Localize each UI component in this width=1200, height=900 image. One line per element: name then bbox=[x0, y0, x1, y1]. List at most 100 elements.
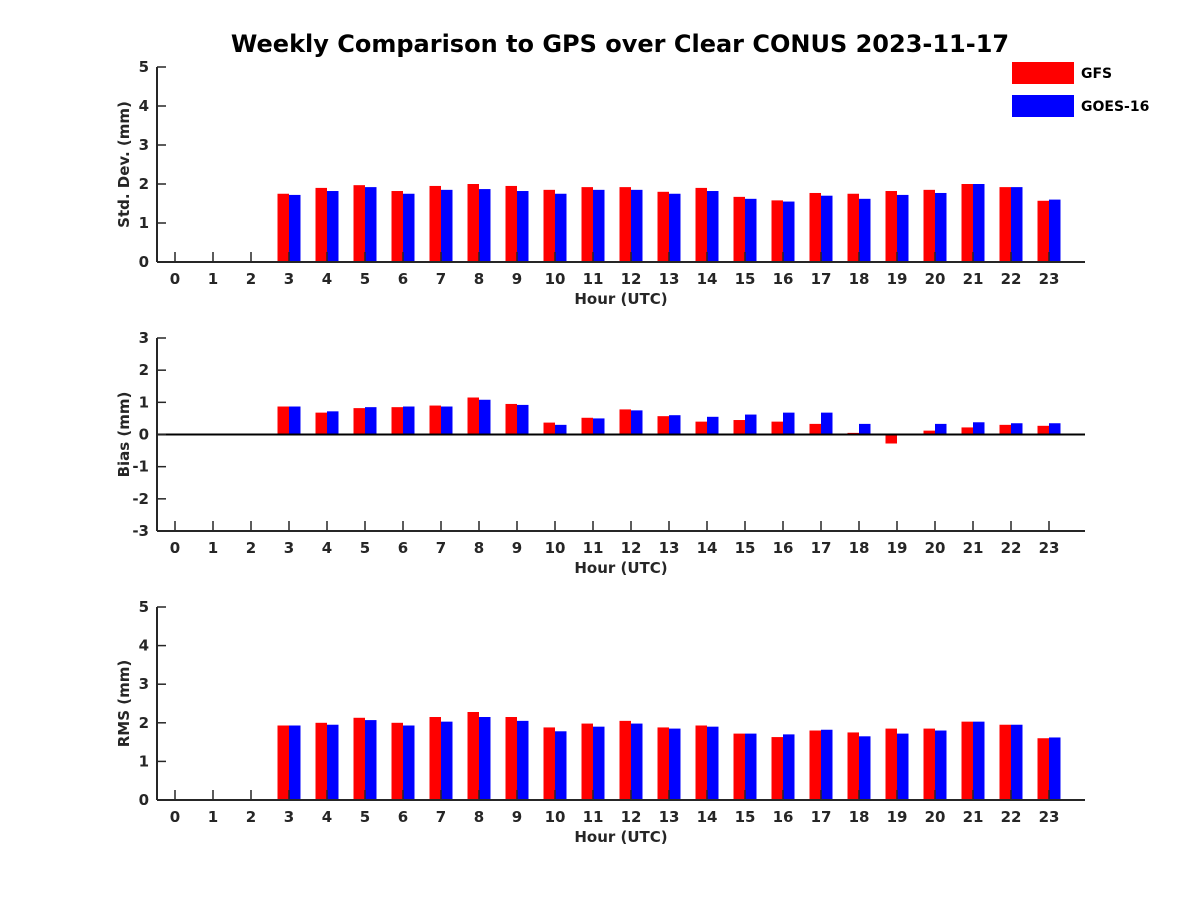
chart-title: Weekly Comparison to GPS over Clear CONU… bbox=[230, 30, 1010, 58]
bar-goes-16-9 bbox=[517, 191, 529, 262]
bar-goes-16-23 bbox=[1049, 737, 1061, 800]
bar-gfs-12 bbox=[619, 720, 631, 800]
x-tick-label: 4 bbox=[322, 808, 332, 826]
x-tick-label: 5 bbox=[360, 270, 370, 288]
bar-gfs-21 bbox=[961, 184, 973, 262]
bar-goes-16-9 bbox=[517, 720, 529, 800]
bar-goes-16-18 bbox=[859, 423, 871, 435]
bar-goes-16-7 bbox=[441, 721, 453, 800]
y-tick-label: -2 bbox=[132, 490, 149, 508]
bar-goes-16-16 bbox=[783, 412, 795, 435]
x-tick-label: 15 bbox=[735, 808, 756, 826]
bar-gfs-22 bbox=[999, 424, 1011, 435]
x-tick-label: 20 bbox=[925, 808, 946, 826]
x-axis-label: Hour (UTC) bbox=[574, 290, 667, 308]
x-tick-label: 12 bbox=[621, 808, 642, 826]
x-tick-label: 10 bbox=[545, 270, 566, 288]
bar-gfs-17 bbox=[809, 423, 821, 435]
x-tick-label: 16 bbox=[773, 808, 794, 826]
y-tick-label: 5 bbox=[139, 58, 149, 76]
bar-goes-16-17 bbox=[821, 729, 833, 800]
y-tick-label: 0 bbox=[139, 791, 149, 809]
x-tick-label: 14 bbox=[697, 808, 718, 826]
bar-gfs-15 bbox=[733, 420, 745, 435]
bar-gfs-13 bbox=[657, 727, 669, 800]
x-tick-label: 22 bbox=[1001, 270, 1022, 288]
bar-gfs-8 bbox=[467, 397, 479, 435]
x-tick-label: 8 bbox=[474, 539, 484, 557]
bar-gfs-5 bbox=[353, 408, 365, 435]
bar-goes-16-11 bbox=[593, 726, 605, 800]
bar-gfs-14 bbox=[695, 421, 707, 435]
x-tick-label: 9 bbox=[512, 539, 522, 557]
bar-goes-16-12 bbox=[631, 189, 643, 262]
bar-goes-16-20 bbox=[935, 730, 947, 800]
x-tick-label: 13 bbox=[659, 808, 680, 826]
y-axis-label: RMS (mm) bbox=[115, 660, 133, 747]
bar-gfs-5 bbox=[353, 185, 365, 262]
bar-gfs-23 bbox=[1037, 425, 1049, 435]
bar-gfs-13 bbox=[657, 191, 669, 262]
x-tick-label: 1 bbox=[208, 539, 218, 557]
bar-goes-16-6 bbox=[403, 193, 415, 262]
bar-goes-16-9 bbox=[517, 404, 529, 435]
bar-goes-16-8 bbox=[479, 717, 491, 800]
x-tick-label: 8 bbox=[474, 270, 484, 288]
x-tick-label: 3 bbox=[284, 270, 294, 288]
x-tick-label: 16 bbox=[773, 270, 794, 288]
x-tick-label: 9 bbox=[512, 270, 522, 288]
x-tick-label: 23 bbox=[1039, 270, 1060, 288]
x-tick-label: 18 bbox=[849, 270, 870, 288]
y-tick-label: 2 bbox=[139, 714, 149, 732]
x-tick-label: 0 bbox=[170, 539, 180, 557]
x-tick-label: 14 bbox=[697, 539, 718, 557]
bar-goes-16-18 bbox=[859, 198, 871, 262]
x-tick-label: 5 bbox=[360, 808, 370, 826]
bar-goes-16-19 bbox=[897, 733, 909, 800]
bar-goes-16-10 bbox=[555, 424, 567, 435]
bar-gfs-9 bbox=[505, 717, 517, 800]
x-tick-label: 21 bbox=[963, 808, 984, 826]
bar-gfs-6 bbox=[391, 407, 403, 435]
x-tick-label: 1 bbox=[208, 270, 218, 288]
x-tick-label: 1 bbox=[208, 808, 218, 826]
bar-goes-16-16 bbox=[783, 734, 795, 800]
x-tick-label: 21 bbox=[963, 270, 984, 288]
x-tick-label: 4 bbox=[322, 539, 332, 557]
x-tick-label: 11 bbox=[583, 808, 604, 826]
bar-goes-16-8 bbox=[479, 189, 491, 262]
bar-goes-16-14 bbox=[707, 726, 719, 800]
bar-goes-16-17 bbox=[821, 412, 833, 435]
y-tick-label: 2 bbox=[139, 361, 149, 379]
bar-gfs-10 bbox=[543, 727, 555, 800]
x-tick-label: 17 bbox=[811, 808, 832, 826]
bar-goes-16-11 bbox=[593, 189, 605, 262]
bar-goes-16-11 bbox=[593, 418, 605, 435]
y-tick-label: 4 bbox=[139, 97, 149, 115]
x-tick-label: 18 bbox=[849, 539, 870, 557]
x-tick-label: 23 bbox=[1039, 808, 1060, 826]
x-tick-label: 9 bbox=[512, 808, 522, 826]
x-tick-label: 0 bbox=[170, 808, 180, 826]
x-tick-label: 17 bbox=[811, 270, 832, 288]
bar-goes-16-5 bbox=[365, 187, 377, 262]
bar-gfs-20 bbox=[923, 189, 935, 262]
x-tick-label: 19 bbox=[887, 539, 908, 557]
x-tick-label: 23 bbox=[1039, 539, 1060, 557]
x-tick-label: 5 bbox=[360, 539, 370, 557]
bar-gfs-9 bbox=[505, 185, 517, 262]
bar-goes-16-13 bbox=[669, 728, 681, 800]
x-tick-label: 0 bbox=[170, 270, 180, 288]
bar-gfs-15 bbox=[733, 733, 745, 800]
bar-goes-16-16 bbox=[783, 201, 795, 262]
bar-gfs-19 bbox=[885, 434, 897, 444]
bar-gfs-20 bbox=[923, 430, 935, 435]
x-tick-label: 8 bbox=[474, 808, 484, 826]
y-tick-label: -3 bbox=[132, 522, 149, 540]
x-tick-label: 12 bbox=[621, 539, 642, 557]
bar-goes-16-21 bbox=[973, 184, 985, 262]
bar-goes-16-20 bbox=[935, 192, 947, 262]
y-tick-label: 1 bbox=[139, 214, 149, 232]
y-tick-label: 2 bbox=[139, 175, 149, 193]
x-tick-label: 7 bbox=[436, 808, 446, 826]
